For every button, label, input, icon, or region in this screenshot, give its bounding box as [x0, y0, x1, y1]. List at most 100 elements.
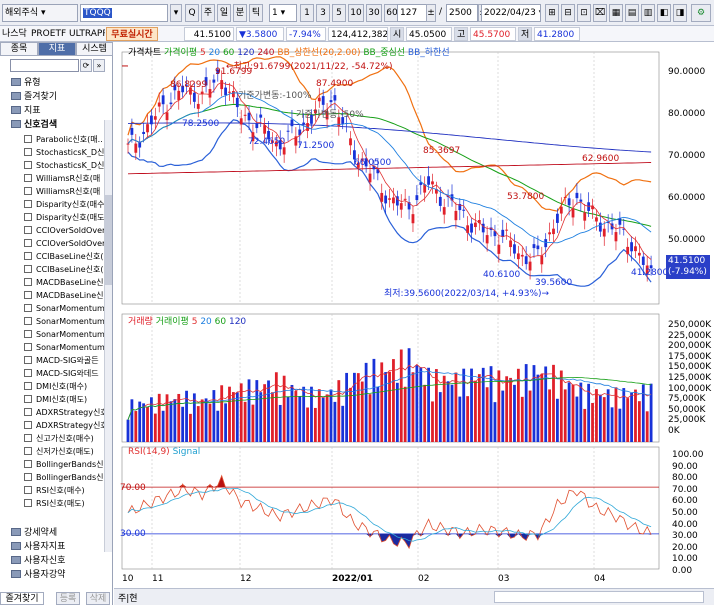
checkbox[interactable] — [24, 343, 32, 351]
signal-item[interactable]: CCIOverSoldOver — [24, 237, 104, 250]
signal-item[interactable]: Disparity신호(매도 — [24, 211, 104, 224]
checkbox[interactable] — [24, 460, 32, 468]
checkbox[interactable] — [24, 226, 32, 234]
tab-system[interactable]: 시스템 — [76, 42, 113, 56]
checkbox[interactable] — [24, 239, 32, 247]
checkbox[interactable] — [24, 252, 32, 260]
signal-item[interactable]: Parabolic신호(매.. — [24, 133, 104, 146]
signal-item[interactable]: BollingerBands신 — [24, 471, 104, 484]
tab-stocks[interactable]: 종목 — [0, 42, 38, 56]
settings-button[interactable]: ⚙ — [691, 4, 711, 22]
section-1[interactable]: 즐겨찾기 — [11, 90, 57, 104]
period-week-button[interactable]: 주 — [201, 4, 215, 22]
indicator-scrollbar[interactable] — [104, 120, 112, 552]
signal-item[interactable]: StochasticsK_D신 — [24, 159, 104, 172]
search-button[interactable]: Q — [185, 4, 199, 22]
checkbox[interactable] — [24, 486, 32, 494]
signal-item[interactable]: MACDBaseLine신 — [24, 276, 104, 289]
checkbox[interactable] — [24, 213, 32, 221]
indicator-search-input[interactable] — [10, 59, 79, 72]
stock-chart[interactable] — [114, 42, 714, 605]
signal-item[interactable]: BollingerBands신 — [24, 458, 104, 471]
checkbox[interactable] — [24, 356, 32, 364]
checkbox[interactable] — [24, 278, 32, 286]
tool-b-button[interactable]: ⊟ — [561, 4, 575, 22]
tool-e-button[interactable]: ▦ — [609, 4, 623, 22]
count-spin-button[interactable]: ± — [426, 4, 436, 22]
refresh-icon[interactable]: ⟳ — [80, 59, 92, 72]
checkbox[interactable] — [24, 161, 32, 169]
checkbox[interactable] — [24, 447, 32, 455]
scrollbar-thumb[interactable] — [105, 195, 112, 285]
delete-button[interactable]: 삭제 — [86, 592, 110, 605]
tool-c-button[interactable]: ⊡ — [577, 4, 591, 22]
period-tick-button[interactable]: 틱 — [249, 4, 263, 22]
signal-item[interactable]: ADXRStrategy신호 — [24, 406, 104, 419]
tool-i-button[interactable]: ◨ — [673, 4, 687, 22]
period-minute-button[interactable]: 분 — [233, 4, 247, 22]
signal-item[interactable]: WilliamsR신호(매 — [24, 172, 104, 185]
signal-item[interactable]: SonarMomentum — [24, 341, 104, 354]
signal-item[interactable]: StochasticsK_D신 — [24, 146, 104, 159]
interval-5-button[interactable]: 5 — [332, 4, 346, 22]
display-count-input[interactable]: 127 — [397, 4, 427, 22]
section-0[interactable]: 유형 — [11, 76, 41, 90]
checkbox[interactable] — [24, 187, 32, 195]
checkbox[interactable] — [24, 369, 32, 377]
code-dropdown-button[interactable]: ▾ — [170, 4, 182, 22]
signal-item[interactable]: SonarMomentum — [24, 328, 104, 341]
checkbox[interactable] — [24, 148, 32, 156]
chart-area[interactable]: 가격차트 가격이평 5 20 60 120 240 BB_상한선(20,2.00… — [114, 42, 714, 605]
interval-10-button[interactable]: 10 — [348, 4, 364, 22]
signal-item[interactable]: SonarMomentum — [24, 315, 104, 328]
checkbox[interactable] — [24, 135, 32, 143]
checkbox[interactable] — [24, 330, 32, 338]
signal-item[interactable]: SonarMomentum — [24, 302, 104, 315]
total-count-input[interactable]: 2500 — [446, 4, 478, 22]
checkbox[interactable] — [24, 434, 32, 442]
checkbox[interactable] — [24, 473, 32, 481]
tool-f-button[interactable]: ▤ — [625, 4, 639, 22]
signal-item[interactable]: DMI신호(매도) — [24, 393, 104, 406]
signal-item[interactable]: RSI신호(매도) — [24, 497, 104, 510]
signal-item[interactable]: CCIBaseLine신호( — [24, 263, 104, 276]
section-bottom-2[interactable]: 사용자신호 — [11, 554, 65, 568]
section-3[interactable]: 신호검색 — [11, 118, 57, 132]
interval-3-button[interactable]: 3 — [316, 4, 330, 22]
tool-g-button[interactable]: ▥ — [641, 4, 655, 22]
section-bottom-3[interactable]: 사용자강약 — [11, 568, 65, 582]
checkbox[interactable] — [24, 291, 32, 299]
section-bottom-1[interactable]: 사용자지표 — [11, 540, 65, 554]
signal-item[interactable]: MACD-SIG와데드 — [24, 367, 104, 380]
date-picker[interactable]: 2022/04/23 ▾ — [481, 4, 541, 22]
signal-item[interactable]: DMI신호(매수) — [24, 380, 104, 393]
checkbox[interactable] — [24, 499, 32, 507]
checkbox[interactable] — [24, 317, 32, 325]
market-select[interactable]: 해외주식 ▾ — [2, 4, 78, 22]
tool-h-button[interactable]: ◧ — [657, 4, 671, 22]
signal-item[interactable]: 신저가신호(매도) — [24, 445, 104, 458]
checkbox[interactable] — [24, 421, 32, 429]
checkbox[interactable] — [24, 382, 32, 390]
checkbox[interactable] — [24, 200, 32, 208]
arrow-icon[interactable]: » — [93, 59, 105, 72]
checkbox[interactable] — [24, 174, 32, 182]
signal-item[interactable]: MACDBaseLine신 — [24, 289, 104, 302]
section-2[interactable]: 지표 — [11, 104, 41, 118]
checkbox[interactable] — [24, 408, 32, 416]
tool-d-button[interactable]: ⌧ — [593, 4, 607, 22]
checkbox[interactable] — [24, 304, 32, 312]
bottom-bar-icons[interactable]: 주|현 — [118, 594, 138, 604]
checkbox[interactable] — [24, 265, 32, 273]
signal-item[interactable]: CCIBaseLine신호( — [24, 250, 104, 263]
signal-item[interactable]: 신고가신호(매수) — [24, 432, 104, 445]
tab-indicators[interactable]: 지표 — [38, 42, 76, 56]
signal-item[interactable]: MACD-SIG와골든 — [24, 354, 104, 367]
period-value-input[interactable]: 1 ▾ — [269, 4, 297, 22]
tool-a-button[interactable]: ⊞ — [545, 4, 559, 22]
register-button[interactable]: 등록 — [56, 592, 80, 605]
checkbox[interactable] — [24, 395, 32, 403]
signal-item[interactable]: Disparity신호(매수 — [24, 198, 104, 211]
signal-item[interactable]: RSI신호(매수) — [24, 484, 104, 497]
signal-item[interactable]: WilliamsR신호(매 — [24, 185, 104, 198]
